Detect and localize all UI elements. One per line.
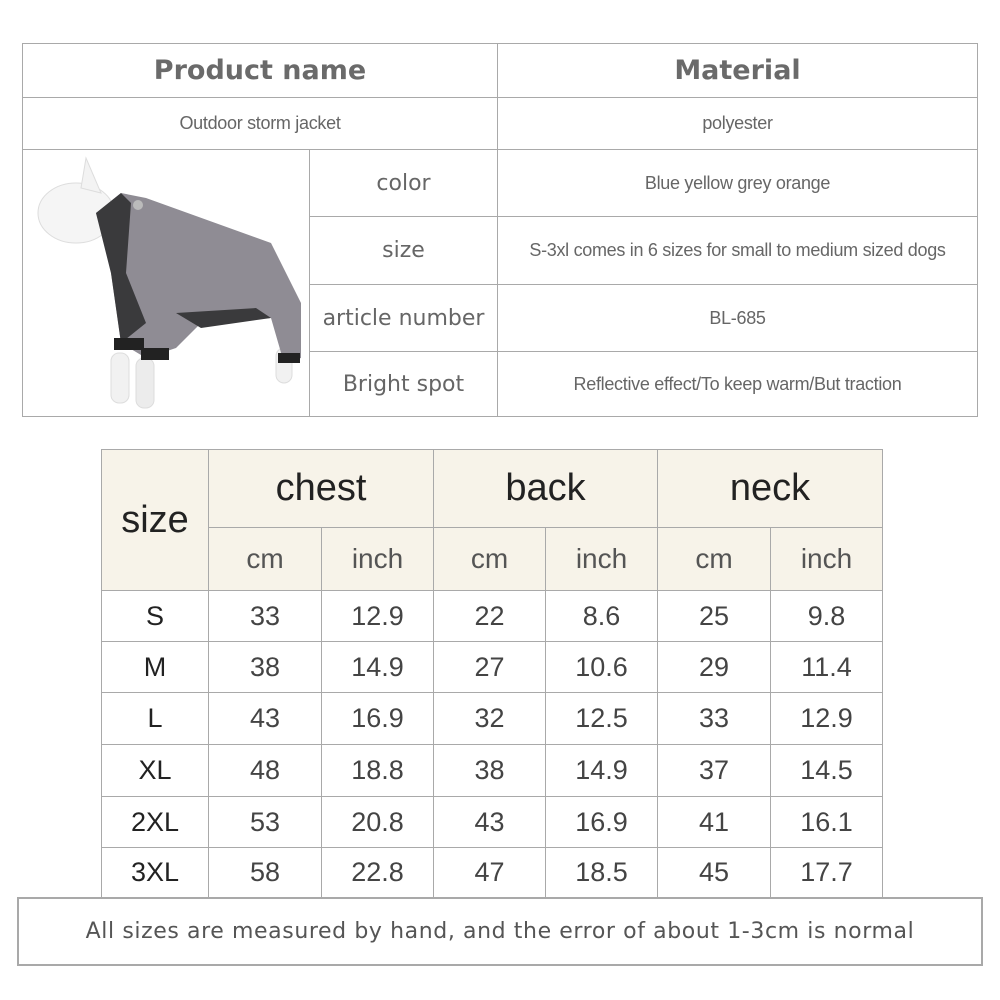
measurement-cell: 43: [433, 796, 546, 848]
measurement-cell: 43: [208, 692, 322, 745]
size-cell: L: [101, 692, 209, 745]
bright-spot-label: Bright spot: [309, 351, 498, 417]
size-header: size: [101, 449, 209, 591]
measurement-cell: 14.5: [770, 744, 883, 797]
chest-header: chest: [208, 449, 434, 528]
measurement-note: All sizes are measured by hand, and the …: [17, 897, 983, 966]
unit-header-cm: cm: [657, 527, 771, 591]
measurement-cell: 58: [208, 847, 322, 898]
measurement-cell: 12.9: [770, 692, 883, 745]
article-number-value: BL-685: [497, 284, 978, 352]
measurement-cell: 11.4: [770, 641, 883, 693]
measurement-cell: 37: [657, 744, 771, 797]
material-value: polyester: [497, 97, 978, 150]
back-header: back: [433, 449, 658, 528]
measurement-cell: 41: [657, 796, 771, 848]
size-cell: 3XL: [101, 847, 209, 898]
measurement-cell: 20.8: [321, 796, 434, 848]
measurement-cell: 25: [657, 590, 771, 642]
product-image: [22, 149, 310, 417]
measurement-cell: 38: [433, 744, 546, 797]
color-value: Blue yellow grey orange: [497, 149, 978, 217]
header-material: Material: [497, 43, 978, 98]
unit-header-inch: inch: [545, 527, 658, 591]
measurement-cell: 14.9: [545, 744, 658, 797]
measurement-cell: 22.8: [321, 847, 434, 898]
size-cell: S: [101, 590, 209, 642]
unit-header-inch: inch: [321, 527, 434, 591]
measurement-cell: 10.6: [545, 641, 658, 693]
measurement-cell: 16.9: [321, 692, 434, 745]
measurement-cell: 12.5: [545, 692, 658, 745]
measurement-cell: 22: [433, 590, 546, 642]
measurement-cell: 16.1: [770, 796, 883, 848]
header-product-name: Product name: [22, 43, 498, 98]
size-value: S-3xl comes in 6 sizes for small to medi…: [497, 216, 978, 285]
size-cell: M: [101, 641, 209, 693]
measurement-cell: 48: [208, 744, 322, 797]
dog-jacket-illustration: [37, 156, 301, 409]
measurement-cell: 18.5: [545, 847, 658, 898]
measurement-cell: 8.6: [545, 590, 658, 642]
size-cell: XL: [101, 744, 209, 797]
measurement-cell: 47: [433, 847, 546, 898]
measurement-cell: 9.8: [770, 590, 883, 642]
unit-header-cm: cm: [433, 527, 546, 591]
bright-spot-value: Reflective effect/To keep warm/But tract…: [497, 351, 978, 417]
color-label: color: [309, 149, 498, 217]
size-label: size: [309, 216, 498, 285]
product-name-value: Outdoor storm jacket: [22, 97, 498, 150]
measurement-cell: 14.9: [321, 641, 434, 693]
unit-header-cm: cm: [208, 527, 322, 591]
measurement-cell: 27: [433, 641, 546, 693]
unit-header-inch: inch: [770, 527, 883, 591]
measurement-cell: 33: [657, 692, 771, 745]
measurement-cell: 17.7: [770, 847, 883, 898]
measurement-cell: 38: [208, 641, 322, 693]
measurement-cell: 29: [657, 641, 771, 693]
measurement-cell: 45: [657, 847, 771, 898]
measurement-cell: 32: [433, 692, 546, 745]
measurement-cell: 18.8: [321, 744, 434, 797]
measurement-cell: 53: [208, 796, 322, 848]
measurement-cell: 12.9: [321, 590, 434, 642]
measurement-cell: 33: [208, 590, 322, 642]
neck-header: neck: [657, 449, 883, 528]
measurement-cell: 16.9: [545, 796, 658, 848]
article-number-label: article number: [309, 284, 498, 352]
size-cell: 2XL: [101, 796, 209, 848]
